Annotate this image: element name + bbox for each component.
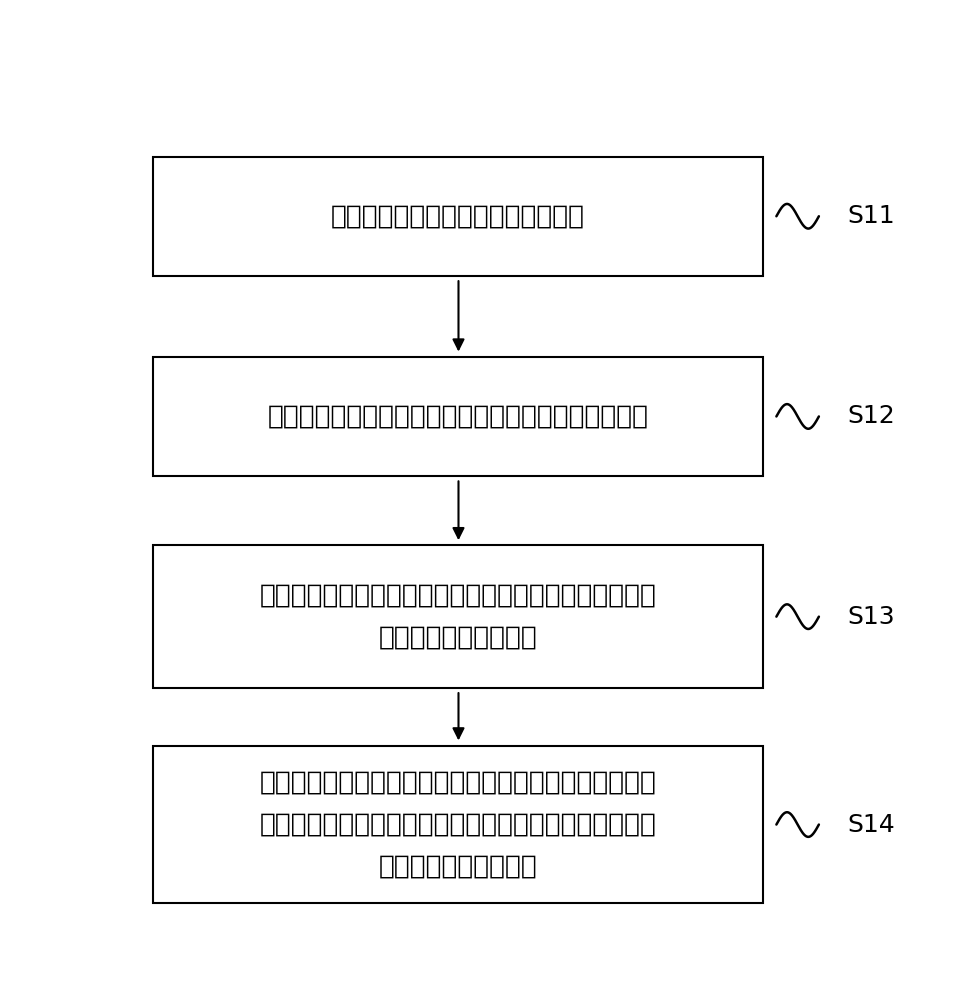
Bar: [153, 157, 763, 276]
Text: S13: S13: [846, 605, 894, 629]
Bar: [153, 545, 763, 688]
Bar: [153, 357, 763, 476]
Text: 根据最佳图块切分方式确定当前预测用户视区内的目标图: 根据最佳图块切分方式确定当前预测用户视区内的目标图: [259, 582, 656, 608]
Text: 根据历史用户视区预测误差度数确定最佳图块切分方式: 根据历史用户视区预测误差度数确定最佳图块切分方式: [267, 403, 648, 429]
Bar: [153, 746, 763, 903]
Text: 预设最大化体验质量模型确定需要下载的目标视频片段以: 预设最大化体验质量模型确定需要下载的目标视频片段以: [259, 812, 656, 838]
Text: S11: S11: [846, 204, 894, 228]
Text: 块以及目标图块的权重: 块以及目标图块的权重: [378, 625, 537, 651]
Text: 实时采集历史用户视区预测误差度数: 实时采集历史用户视区预测误差度数: [331, 203, 585, 229]
Text: S12: S12: [846, 404, 894, 428]
Text: 将目标图块的权重代入预设最大化体验质量模型，并根据: 将目标图块的权重代入预设最大化体验质量模型，并根据: [259, 769, 656, 795]
Text: S14: S14: [846, 813, 894, 837]
Text: 及目标视频片段的码率: 及目标视频片段的码率: [378, 854, 537, 880]
